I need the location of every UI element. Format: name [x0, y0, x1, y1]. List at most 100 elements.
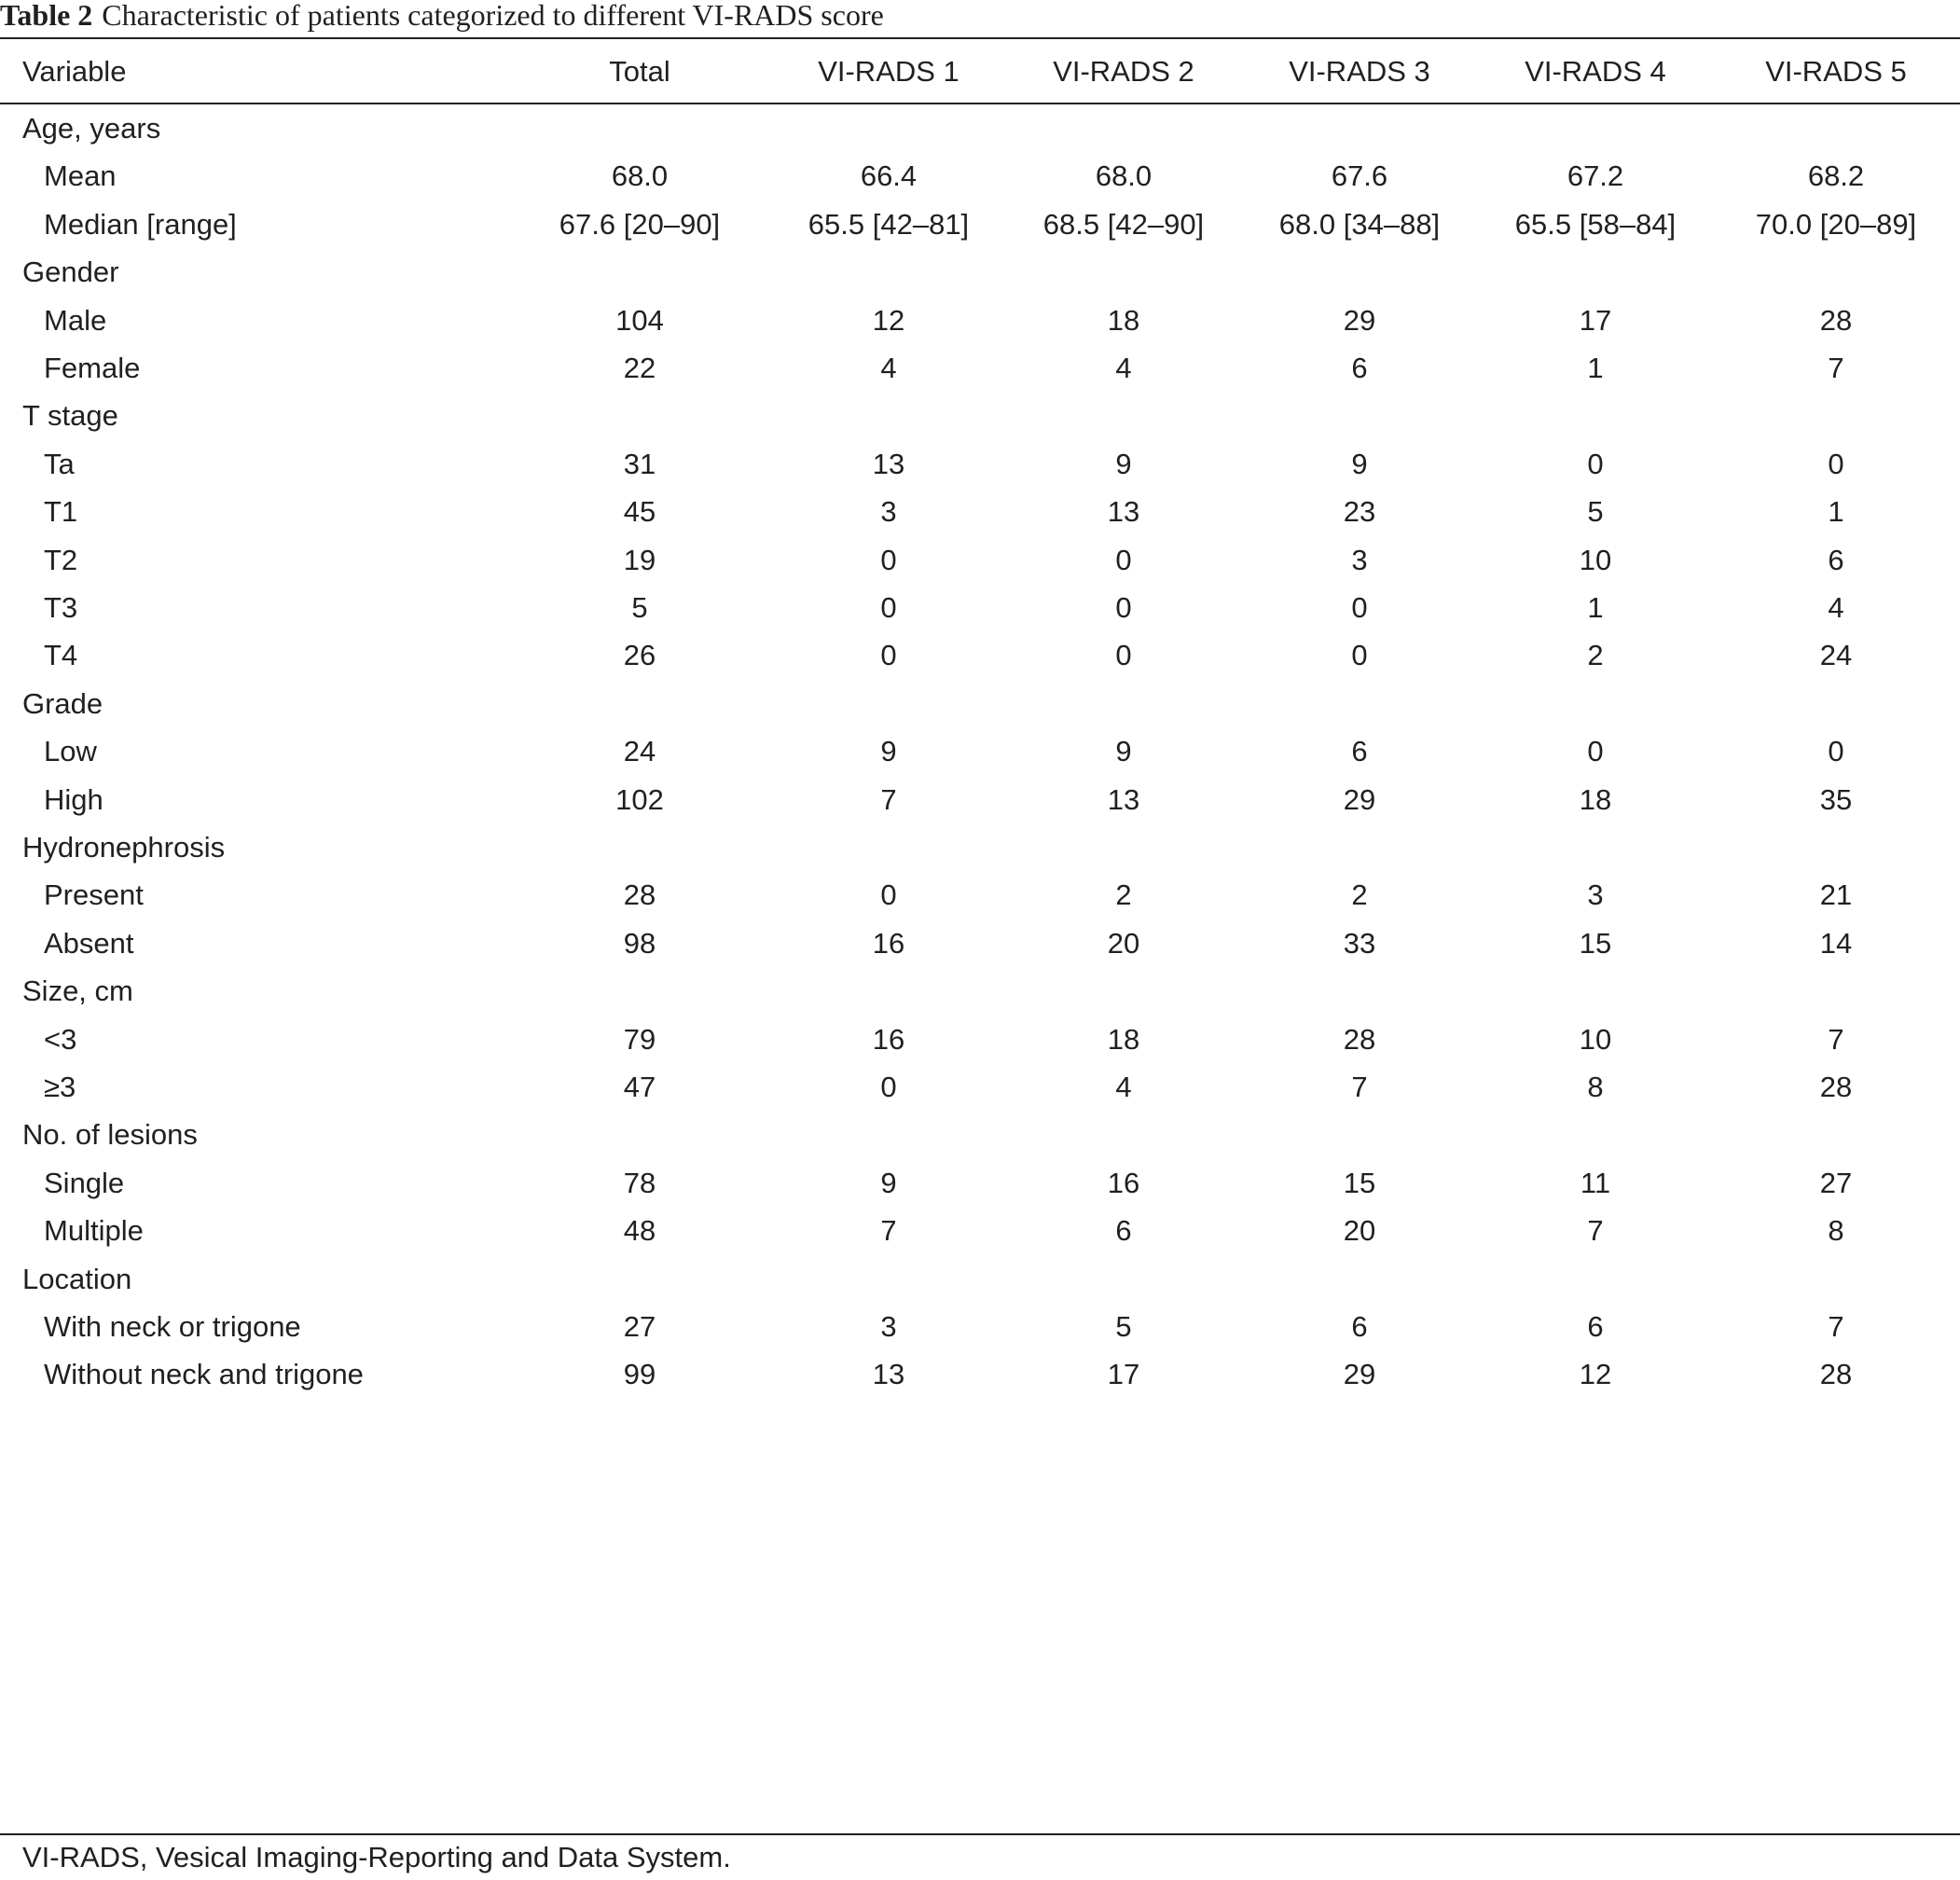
- cell-virads-4: 1: [1587, 591, 1604, 624]
- cell-virads-1: 16: [872, 1023, 905, 1056]
- cell-virads-4: 65.5 [58–84]: [1514, 208, 1677, 241]
- cell-virads-1: 0: [880, 591, 897, 624]
- cell-total: 68.0: [611, 159, 669, 192]
- cell-virads-2: 6: [1115, 1214, 1132, 1247]
- table-group-row: Gender: [0, 240, 1960, 304]
- header-virads-1: VI-RADS 1: [818, 55, 959, 88]
- cell-virads-4: 17: [1579, 304, 1612, 337]
- row-label: T3: [44, 591, 78, 624]
- cell-virads-4: 11: [1580, 1167, 1611, 1199]
- cell-total: 99: [623, 1358, 656, 1390]
- row-label: Ta: [44, 448, 75, 480]
- cell-virads-3: 2: [1351, 878, 1368, 911]
- cell-virads-4: 15: [1579, 927, 1612, 960]
- row-label: Single: [44, 1167, 125, 1199]
- header-virads-5: VI-RADS 5: [1765, 55, 1907, 88]
- cell-total: 79: [623, 1023, 656, 1056]
- header-virads-3: VI-RADS 3: [1289, 55, 1430, 88]
- cell-virads-4: 67.2: [1567, 159, 1624, 192]
- cell-virads-5: 35: [1819, 783, 1853, 816]
- cell-virads-4: 5: [1587, 495, 1604, 528]
- table-group-row: Hydronephrosis: [0, 815, 1960, 879]
- cell-total: 78: [623, 1167, 656, 1199]
- cell-virads-1: 9: [880, 735, 897, 767]
- row-label: T2: [44, 544, 78, 576]
- cell-total: 47: [623, 1071, 656, 1103]
- table-row: T2 19 0 0 3 10 6: [0, 528, 1960, 592]
- table-row: Median [range] 67.6 [20–90] 65.5 [42–81] 68…: [0, 192, 1960, 256]
- cell-virads-2: 2: [1115, 878, 1132, 911]
- cell-virads-1: 0: [880, 1071, 897, 1103]
- cell-virads-3: 29: [1343, 783, 1376, 816]
- group-label: Location: [22, 1263, 132, 1295]
- row-label: High: [44, 783, 104, 816]
- cell-virads-1: 4: [880, 352, 897, 384]
- table-title: Table 2 Characteristic of patients catego…: [0, 0, 884, 35]
- cell-virads-4: 1: [1587, 352, 1604, 384]
- group-label: T stage: [22, 399, 118, 432]
- header-virads-4: VI-RADS 4: [1525, 55, 1666, 88]
- cell-virads-5: 21: [1819, 878, 1853, 911]
- cell-virads-5: 7: [1828, 1310, 1844, 1343]
- cell-virads-4: 2: [1587, 639, 1604, 671]
- header-total: Total: [609, 55, 670, 88]
- table-row: T1 45 3 13 23 5 1: [0, 479, 1960, 544]
- cell-virads-3: 6: [1351, 352, 1368, 384]
- cell-virads-2: 0: [1115, 591, 1132, 624]
- row-label: ≥3: [44, 1071, 76, 1103]
- row-label: Present: [44, 878, 144, 911]
- cell-virads-1: 7: [880, 783, 897, 816]
- cell-virads-2: 4: [1115, 1071, 1132, 1103]
- cell-virads-2: 13: [1107, 495, 1140, 528]
- cell-virads-2: 68.5 [42–90]: [1042, 208, 1205, 241]
- table-row: T3 5 0 0 0 1 4: [0, 575, 1960, 640]
- cell-virads-5: 0: [1828, 735, 1844, 767]
- table-row: Single 78 9 16 15 11 27: [0, 1151, 1960, 1215]
- cell-virads-4: 8: [1587, 1071, 1604, 1103]
- group-label: No. of lesions: [22, 1118, 198, 1151]
- table-row: T4 26 0 0 0 2 24: [0, 623, 1960, 687]
- cell-total: 5: [631, 591, 648, 624]
- table-caption: Characteristic of patients categorized t…: [102, 0, 884, 32]
- table-row: Without neck and trigone 99 13 17 29 12 28: [0, 1342, 1960, 1406]
- cell-virads-2: 9: [1115, 735, 1132, 767]
- cell-virads-2: 17: [1107, 1358, 1140, 1390]
- group-label: Gender: [22, 256, 119, 288]
- cell-virads-1: 65.5 [42–81]: [807, 208, 970, 241]
- table-row: Low 24 9 9 6 0 0: [0, 719, 1960, 783]
- cell-virads-3: 29: [1343, 304, 1376, 337]
- table-row: <3 79 16 18 28 10 7: [0, 1007, 1960, 1071]
- cell-virads-3: 9: [1351, 448, 1368, 480]
- cell-virads-4: 3: [1587, 878, 1604, 911]
- cell-virads-1: 13: [872, 1358, 905, 1390]
- row-label: Mean: [44, 159, 117, 192]
- cell-virads-1: 12: [872, 304, 905, 337]
- row-label: Male: [44, 304, 107, 337]
- table-row: ≥3 47 0 4 7 8 28: [0, 1055, 1960, 1119]
- table-row: High 102 7 13 29 18 35: [0, 767, 1960, 832]
- cell-total: 31: [623, 448, 656, 480]
- table-row: Mean 68.0 66.4 68.0 67.6 67.2 68.2: [0, 144, 1960, 208]
- table-row: Present 28 0 2 2 3 21: [0, 863, 1960, 927]
- cell-virads-5: 27: [1819, 1167, 1853, 1199]
- cell-virads-4: 10: [1579, 1023, 1612, 1056]
- cell-virads-3: 0: [1351, 591, 1368, 624]
- row-label: Median [range]: [44, 208, 237, 241]
- table-group-row: Size, cm: [0, 959, 1960, 1023]
- table-group-row: No. of lesions: [0, 1102, 1960, 1167]
- cell-virads-2: 0: [1115, 544, 1132, 576]
- cell-total: 27: [623, 1310, 656, 1343]
- table-row: Multiple 48 7 6 20 7 8: [0, 1198, 1960, 1263]
- cell-virads-5: 7: [1828, 1023, 1844, 1056]
- cell-total: 98: [623, 927, 656, 960]
- cell-virads-2: 4: [1115, 352, 1132, 384]
- cell-virads-3: 3: [1351, 544, 1368, 576]
- group-label: Hydronephrosis: [22, 831, 226, 864]
- cell-total: 67.6 [20–90]: [559, 208, 721, 241]
- cell-virads-4: 10: [1579, 544, 1612, 576]
- cell-virads-3: 28: [1343, 1023, 1376, 1056]
- cell-total: 26: [623, 639, 656, 671]
- cell-virads-5: 28: [1819, 304, 1853, 337]
- cell-virads-3: 33: [1343, 927, 1376, 960]
- cell-total: 45: [623, 495, 656, 528]
